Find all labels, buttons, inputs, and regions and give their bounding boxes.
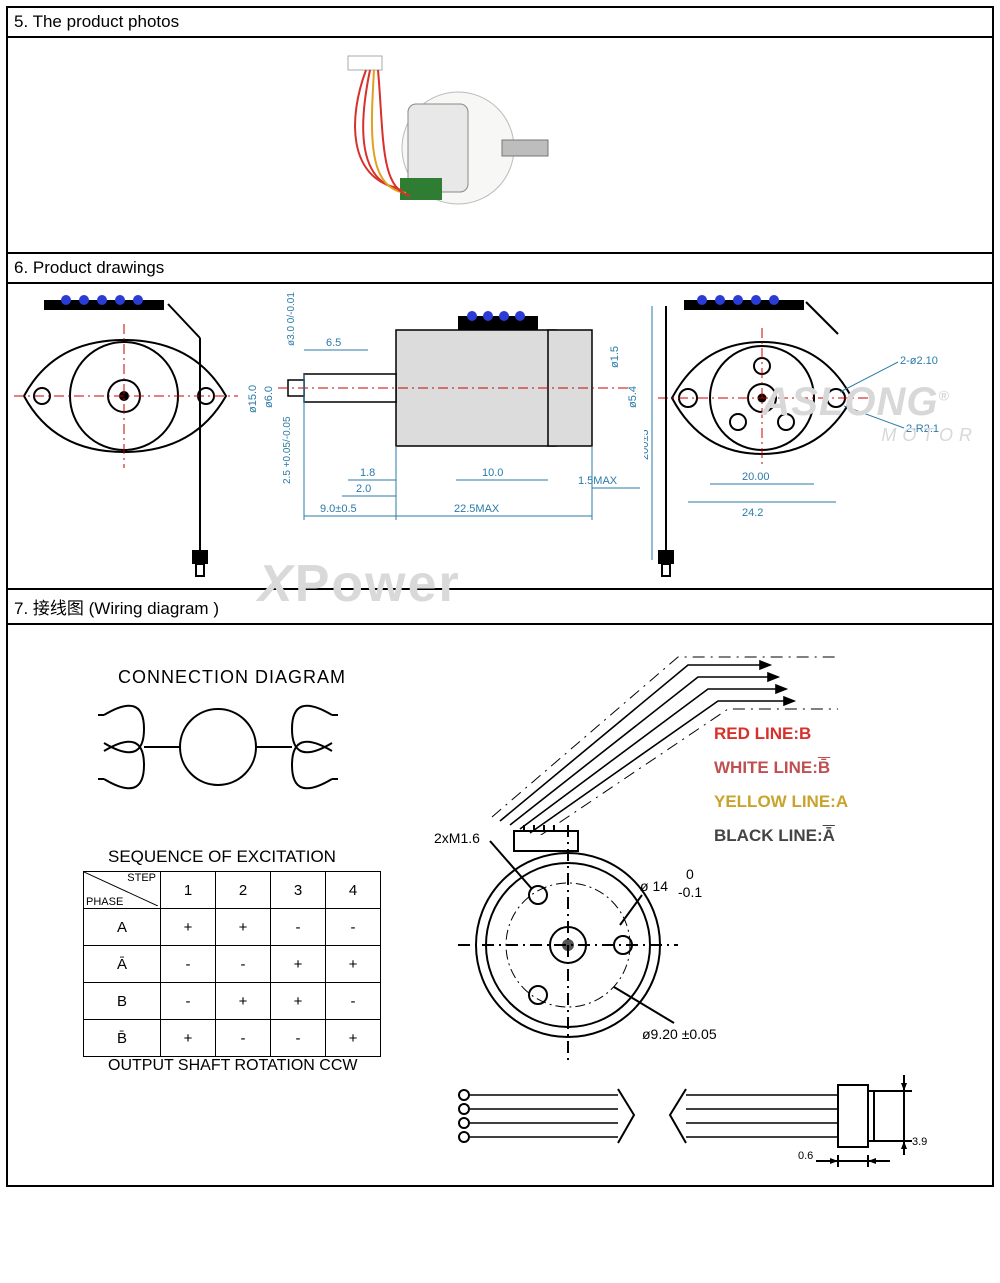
- cable-section-icon: 0.6 3.9: [438, 1055, 978, 1175]
- svg-text:200±5: 200±5: [644, 429, 651, 460]
- brand-watermark: ASLONG® MOTOR: [761, 380, 978, 446]
- svg-text:24.2: 24.2: [742, 507, 763, 519]
- section-6-title: 6. Product drawings: [8, 254, 992, 284]
- svg-text:2.5 +0.05/-0.05: 2.5 +0.05/-0.05: [282, 416, 293, 484]
- svg-text:10.0: 10.0: [482, 467, 503, 479]
- product-photo: [288, 48, 568, 238]
- lead-wires-icon: [438, 635, 978, 835]
- rotation-note: OUTPUT SHAFT ROTATION CCW: [108, 1057, 357, 1075]
- red-line-label: RED LINE:B: [714, 717, 848, 751]
- section-7-title: 7. 接线图 (Wiring diagram ): [8, 590, 992, 625]
- svg-text:3.9: 3.9: [912, 1136, 927, 1148]
- motor-face-icon: 2xM1.6 ø 14 0 -0.1 ø9.20 ±0.05: [428, 825, 848, 1065]
- section-5-body: [8, 38, 992, 254]
- table-row: B̄ +- -+: [84, 1020, 381, 1057]
- svg-text:ø3.0 0/-0.01: ø3.0 0/-0.01: [286, 292, 297, 346]
- step-col: 4: [326, 872, 381, 909]
- svg-text:20.00: 20.00: [742, 471, 770, 483]
- step-col: 2: [216, 872, 271, 909]
- section-6-body: ø15.0 ø6.0 ø3.0 0/-0.01 ø1.5 ø5.4 2.5 +0…: [8, 284, 992, 590]
- svg-text:9.0±0.5: 9.0±0.5: [320, 503, 357, 515]
- drawing-front-icon: [14, 288, 244, 588]
- white-line-label: WHITE LINE:B̄: [714, 751, 848, 785]
- svg-text:2xM1.6: 2xM1.6: [434, 830, 480, 846]
- svg-text:ø1.5: ø1.5: [609, 346, 621, 368]
- svg-text:ø15.0: ø15.0: [248, 385, 259, 413]
- table-corner: STEP PHASE: [84, 872, 161, 909]
- connection-diagram-title: CONNECTION DIAGRAM: [118, 667, 346, 688]
- svg-text:ø9.20 ±0.05: ø9.20 ±0.05: [642, 1026, 717, 1042]
- table-row: Ā -- ++: [84, 946, 381, 983]
- svg-text:0: 0: [686, 866, 694, 882]
- svg-text:2.0: 2.0: [356, 483, 371, 495]
- yellow-line-label: YELLOW LINE:A: [714, 785, 848, 819]
- sequence-title: SEQUENCE OF EXCITATION: [108, 847, 336, 867]
- svg-text:-0.1: -0.1: [678, 884, 702, 900]
- svg-text:ø 14: ø 14: [640, 878, 668, 894]
- svg-text:1.5MAX: 1.5MAX: [578, 475, 618, 487]
- section-7-body: CONNECTION DIAGRAM SEQUENCE OF EXCITATIO…: [8, 625, 992, 1185]
- step-col: 3: [271, 872, 326, 909]
- svg-text:1.8: 1.8: [360, 467, 375, 479]
- drawing-side-icon: ø15.0 ø6.0 ø3.0 0/-0.01 ø1.5 ø5.4 2.5 +0…: [248, 288, 648, 588]
- svg-text:0.6: 0.6: [798, 1150, 813, 1162]
- svg-text:ø5.4: ø5.4: [627, 386, 639, 408]
- table-row: B -+ +-: [84, 983, 381, 1020]
- svg-text:22.5MAX: 22.5MAX: [454, 503, 500, 515]
- excitation-table: STEP PHASE 1 2 3 4 A ++ -- Ā -- ++ B -+: [83, 871, 381, 1057]
- svg-text:6.5: 6.5: [326, 337, 341, 349]
- svg-text:ø6.0: ø6.0: [263, 386, 275, 408]
- table-row: A ++ --: [84, 909, 381, 946]
- section-5-title: 5. The product photos: [8, 8, 992, 38]
- coil-diagram-icon: [98, 697, 358, 817]
- step-col: 1: [161, 872, 216, 909]
- svg-text:2-ø2.10: 2-ø2.10: [900, 355, 938, 367]
